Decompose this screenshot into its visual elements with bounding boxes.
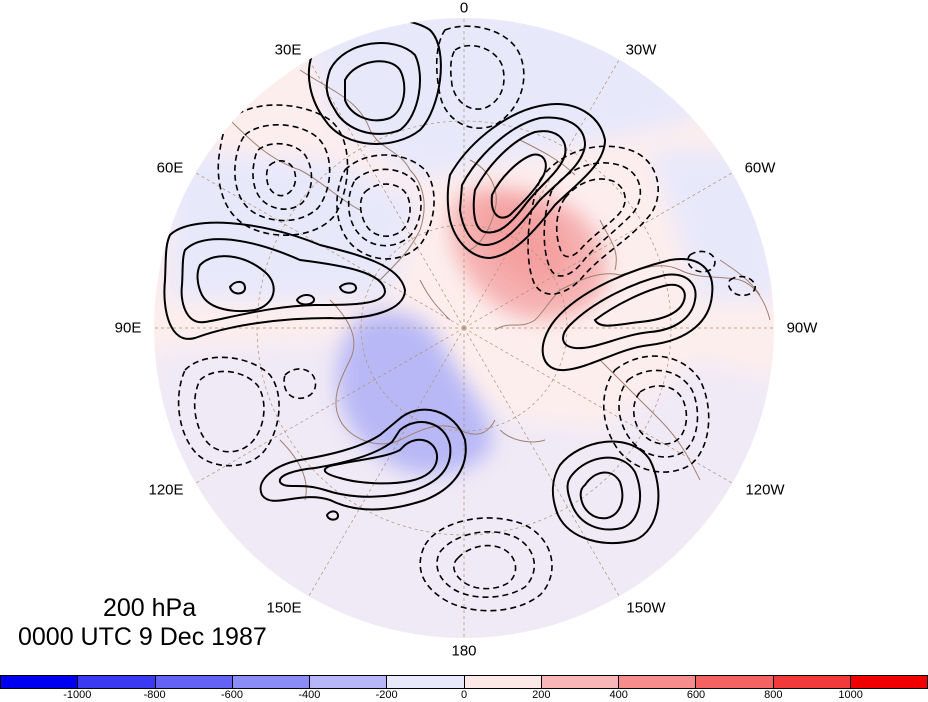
lon-label-150w: 150W bbox=[626, 599, 666, 617]
lon-label-150e: 150E bbox=[266, 599, 302, 617]
lon-label-30e: 30E bbox=[274, 41, 302, 59]
colorbar-box bbox=[619, 675, 697, 689]
colorbar-box bbox=[773, 675, 851, 689]
colorbar-tick-label: 1000 bbox=[838, 689, 863, 701]
colorbar-box bbox=[850, 675, 928, 689]
colorbar-box bbox=[464, 675, 542, 689]
negative-contours bbox=[177, 25, 756, 612]
colorbar-tick-label: 400 bbox=[609, 689, 628, 701]
lon-label-120w: 120W bbox=[745, 481, 785, 499]
negative-anomaly-blob bbox=[337, 311, 492, 475]
colorbar-tick-label: 0 bbox=[460, 689, 468, 701]
valid-time-title: 0000 UTC 9 Dec 1987 bbox=[18, 623, 267, 651]
colorbar-tick-label: -1000 bbox=[63, 689, 92, 701]
colorbar-box bbox=[310, 675, 388, 689]
colorbar-tick-label: 800 bbox=[764, 689, 783, 701]
colorbar-box bbox=[541, 675, 619, 689]
lon-label-60w: 60W bbox=[744, 159, 776, 177]
colorbar-box bbox=[232, 675, 310, 689]
colorbar-box bbox=[78, 675, 156, 689]
coastlines bbox=[229, 69, 771, 501]
colorbar-tick-label: 600 bbox=[686, 689, 706, 701]
lon-label-90e: 90E bbox=[114, 319, 142, 337]
colorbar-box bbox=[696, 675, 774, 689]
lon-label-0: 0 bbox=[459, 0, 469, 17]
colorbar-tick-label: -600 bbox=[220, 689, 244, 701]
colorbar-box bbox=[155, 675, 233, 689]
lon-label-60e: 60E bbox=[156, 159, 184, 177]
colorbar-tick-label: -400 bbox=[298, 689, 321, 701]
lon-label-90w: 90W bbox=[786, 319, 818, 337]
positive-contours bbox=[163, 18, 714, 544]
negative-shading bbox=[154, 18, 774, 638]
colorbar-box bbox=[387, 675, 465, 689]
positive-anomaly-core bbox=[480, 201, 569, 285]
lon-label-30w: 30W bbox=[625, 41, 657, 59]
lon-label-180: 180 bbox=[451, 642, 477, 660]
colorbar-box bbox=[0, 675, 79, 689]
pressure-level-title: 200 hPa bbox=[103, 594, 197, 622]
colorbar-tick-label: -800 bbox=[143, 689, 166, 701]
colorbar bbox=[0, 675, 928, 689]
lon-label-120e: 120E bbox=[148, 481, 184, 499]
colorbar-tick-label: -200 bbox=[375, 689, 398, 701]
colorbar-tick-label: 200 bbox=[532, 689, 551, 701]
